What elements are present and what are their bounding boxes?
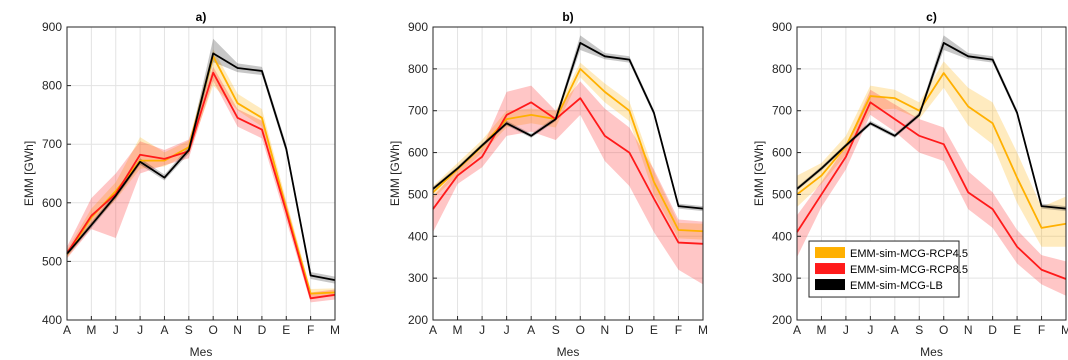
legend-swatch-1 (815, 247, 845, 259)
y-tick-label: 400 (772, 229, 792, 243)
y-tick-label: 300 (408, 271, 428, 285)
y-tick-label: 900 (42, 20, 62, 34)
x-tick-label: S (185, 323, 193, 337)
chart-panel-1: 400 500 600 700 800 900 A M J J A S O N D E F M Mes EMM [GW… (22, 10, 340, 359)
legend-label-2: EMM-sim-MCG-RCP8.5 (850, 264, 968, 276)
y-tick-label: 900 (408, 20, 428, 34)
x-tick-label: M (816, 323, 826, 337)
y-tick-label: 400 (42, 313, 62, 327)
x-tick-label: F (1038, 323, 1045, 337)
x-tick-label: E (282, 323, 290, 337)
panel-title: a) (196, 10, 207, 24)
y-axis-label: EMM [GWh] (752, 141, 766, 206)
uncertainty-band-2 (433, 81, 703, 285)
x-tick-label: E (650, 323, 658, 337)
y-tick-label: 600 (772, 146, 792, 160)
x-tick-label: N (233, 323, 242, 337)
y-tick-label: 700 (42, 137, 62, 151)
series-line-3 (66, 52, 336, 282)
uncertainty-band-2 (797, 89, 1066, 296)
y-tick-label: 900 (772, 20, 792, 34)
x-tick-label: A (63, 323, 71, 337)
series-line-3 (432, 42, 704, 210)
x-tick-label: D (625, 323, 634, 337)
series-line-3 (796, 42, 1067, 210)
y-tick-label: 500 (772, 187, 792, 201)
series-line-2 (432, 97, 704, 245)
panel-title: b) (562, 10, 573, 24)
legend-label-1: EMM-sim-MCG-RCP4.5 (850, 248, 968, 260)
x-tick-label: M (698, 323, 708, 337)
x-tick-label: D (988, 323, 997, 337)
y-axis-label: EMM [GWh] (388, 141, 402, 206)
y-tick-label: 500 (408, 187, 428, 201)
uncertainty-band-1 (433, 62, 703, 240)
axes-box (796, 26, 1067, 321)
chart-panel-3: 200 300 400 500 600 700 800 900 A M J J A S O N D E F M Mes E… (752, 10, 1068, 359)
x-tick-label: F (307, 323, 314, 337)
x-tick-label: N (964, 323, 973, 337)
panel-title: c) (926, 10, 937, 24)
legend-swatch-2 (815, 263, 845, 275)
x-tick-label: J (137, 323, 143, 337)
x-tick-label: A (793, 323, 801, 337)
x-tick-label: M (330, 323, 340, 337)
series-line-2 (66, 71, 336, 300)
y-tick-label: 300 (772, 271, 792, 285)
x-tick-label: A (429, 323, 437, 337)
x-axis-label: Mes (920, 345, 943, 359)
y-axis-label: EMM [GWh] (22, 141, 36, 206)
x-tick-label: J (504, 323, 510, 337)
x-tick-label: O (209, 323, 218, 337)
x-tick-label: A (160, 323, 168, 337)
x-tick-label: O (939, 323, 948, 337)
plot-area (433, 27, 703, 320)
x-tick-label: M (453, 323, 463, 337)
x-axis-label: Mes (557, 345, 580, 359)
x-axis-label: Mes (190, 345, 213, 359)
x-tick-label: J (843, 323, 849, 337)
legend: EMM-sim-MCG-RCP4.5 EMM-sim-MCG-RCP8.5 EMM-… (808, 240, 968, 298)
y-tick-label: 400 (408, 229, 428, 243)
legend-label-3: EMM-sim-MCG-LB (850, 280, 943, 292)
y-tick-label: 700 (408, 104, 428, 118)
x-tick-label: J (479, 323, 485, 337)
y-tick-label: 800 (42, 79, 62, 93)
y-tick-label: 200 (408, 313, 428, 327)
axes-box (66, 26, 336, 321)
x-tick-label: M (1061, 323, 1068, 337)
y-tick-label: 700 (772, 104, 792, 118)
legend-swatch-3 (815, 279, 845, 291)
x-tick-label: N (600, 323, 609, 337)
y-tick-label: 500 (42, 254, 62, 268)
series-line-1 (796, 72, 1067, 229)
plot-area (67, 27, 335, 320)
series-line-2 (796, 101, 1067, 280)
x-tick-label: A (891, 323, 899, 337)
x-tick-label: J (113, 323, 119, 337)
x-tick-label: A (527, 323, 535, 337)
y-tick-label: 600 (42, 196, 62, 210)
x-tick-label: F (675, 323, 682, 337)
x-tick-label: D (258, 323, 267, 337)
y-tick-label: 200 (772, 313, 792, 327)
x-tick-label: J (867, 323, 873, 337)
y-tick-label: 600 (408, 146, 428, 160)
x-tick-label: M (86, 323, 96, 337)
x-tick-label: E (1013, 323, 1021, 337)
chart-panel-2: 200 300 400 500 600 700 800 900 A M J J A S O N D E F M Mes E… (388, 10, 708, 359)
x-tick-label: O (576, 323, 585, 337)
axes-box (432, 26, 704, 321)
y-tick-label: 800 (408, 62, 428, 76)
x-tick-label: S (915, 323, 923, 337)
x-tick-label: S (552, 323, 560, 337)
y-tick-label: 800 (772, 62, 792, 76)
